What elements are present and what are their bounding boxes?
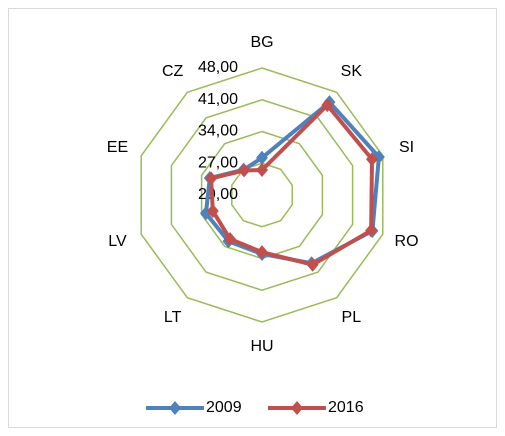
data-point: [365, 152, 378, 167]
category-label: LT: [164, 309, 182, 326]
data-point: [206, 203, 219, 218]
grid-ring: [231, 162, 293, 228]
data-point: [256, 150, 268, 165]
grid-ring: [170, 98, 354, 292]
r-tick-label: 34,00: [198, 123, 238, 140]
grid-ring: [140, 67, 384, 323]
category-label: SK: [341, 63, 363, 80]
legend-marker: [291, 401, 303, 415]
legend-label: 2009: [206, 399, 242, 416]
data-point: [205, 171, 218, 186]
r-tick-label: 48,00: [198, 59, 238, 76]
category-label: CZ: [162, 63, 184, 80]
data-point: [321, 98, 334, 113]
r-tick-label: 41,00: [198, 91, 238, 108]
category-label: BG: [250, 34, 273, 51]
category-label: EE: [107, 139, 128, 156]
category-label: RO: [395, 233, 419, 250]
chart-frame: [8, 8, 497, 428]
category-label: SI: [399, 139, 414, 156]
category-label: LV: [108, 233, 127, 250]
data-point: [238, 163, 251, 178]
category-label: PL: [342, 309, 362, 326]
legend-label: 2016: [328, 399, 364, 416]
data-point: [256, 163, 268, 178]
r-tick-label: 20,00: [198, 186, 238, 203]
data-point: [224, 232, 237, 247]
category-label: HU: [250, 338, 273, 355]
data-point: [306, 257, 319, 272]
legend-marker: [169, 401, 181, 415]
data-point: [256, 245, 268, 260]
r-tick-label: 27,00: [198, 154, 238, 171]
data-point: [365, 223, 378, 238]
